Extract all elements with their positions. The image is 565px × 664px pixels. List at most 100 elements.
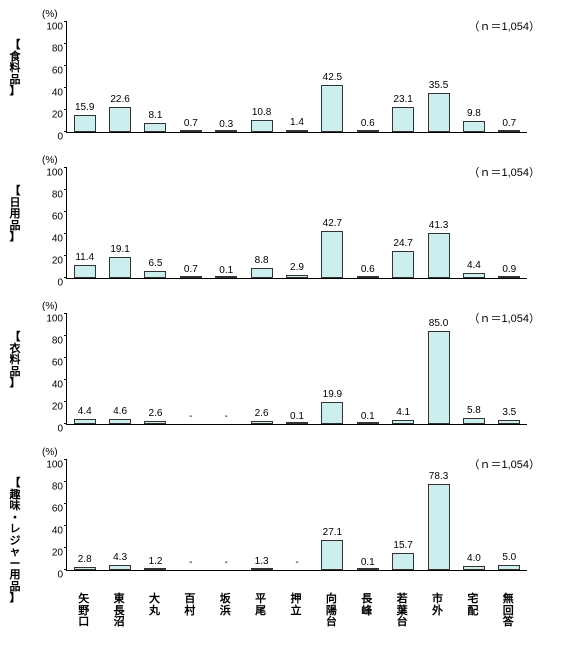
bar-value: 8.1 <box>149 110 163 121</box>
x-category-label: 長 峰 <box>361 594 372 617</box>
bar-value: 3.5 <box>502 407 516 418</box>
bar-value: 6.5 <box>149 258 163 269</box>
bar-value: 4.4 <box>467 260 481 271</box>
plot-area: 0204060801002.84.31.2--1.3-27.10.115.778… <box>66 460 527 571</box>
bar <box>321 402 343 424</box>
bar <box>109 107 131 132</box>
ytick-label: 100 <box>37 460 63 471</box>
bar <box>251 120 273 132</box>
x-category-label: 押 立 <box>291 594 302 617</box>
ytick-label: 40 <box>37 526 63 537</box>
bar-value: 0.1 <box>290 411 304 422</box>
bar <box>286 422 308 424</box>
bar-value: 0.1 <box>361 411 375 422</box>
bar-value: 15.9 <box>75 102 94 113</box>
bar-value: 0.6 <box>361 118 375 129</box>
ytick-label: 40 <box>37 234 63 245</box>
x-category-label: 坂 浜 <box>220 594 231 617</box>
bar-value: 4.6 <box>113 406 127 417</box>
bar <box>74 567 96 570</box>
bar <box>286 130 308 132</box>
chart-panel: 【 衣 料 品 】(%)（ｎ＝1,054）0204060801004.44.62… <box>10 302 550 442</box>
bar-value-dash: - <box>189 411 192 422</box>
bar-value: 41.3 <box>429 220 448 231</box>
ytick-label: 60 <box>37 504 63 515</box>
ytick-label: 60 <box>37 212 63 223</box>
ytick-label: 20 <box>37 402 63 413</box>
bar-value-dash: - <box>225 411 228 422</box>
x-category-label: 矢 野 口 <box>78 594 89 629</box>
x-category-label: 平 尾 <box>255 594 266 617</box>
bar-value: 19.9 <box>323 389 342 400</box>
bar <box>392 107 414 132</box>
bar <box>498 276 520 278</box>
panel-title: 【 日 用 品 】 <box>8 186 22 244</box>
plot-area: 02040608010015.922.68.10.70.310.81.442.5… <box>66 22 527 133</box>
bar <box>215 276 237 278</box>
bar-value-dash: - <box>225 557 228 568</box>
bar <box>251 268 273 278</box>
plot-area: 02040608010011.419.16.50.70.18.82.942.70… <box>66 168 527 279</box>
bar-value: 0.6 <box>361 264 375 275</box>
bar-value: 0.1 <box>219 265 233 276</box>
bar <box>498 565 520 571</box>
bar <box>286 275 308 278</box>
bar-value: 24.7 <box>393 238 412 249</box>
bar <box>463 418 485 424</box>
ytick-label: 100 <box>37 168 63 179</box>
bar <box>180 276 202 278</box>
bar-value: 35.5 <box>429 80 448 91</box>
ytick-label: 0 <box>37 424 63 435</box>
bar <box>463 121 485 132</box>
bar-value: 19.1 <box>110 244 129 255</box>
bar <box>321 231 343 278</box>
bar <box>357 276 379 278</box>
bar <box>498 420 520 424</box>
ytick-label: 80 <box>37 44 63 55</box>
bar <box>428 484 450 570</box>
ytick-label: 0 <box>37 278 63 289</box>
y-unit: (%) <box>42 301 58 312</box>
ytick-label: 100 <box>37 314 63 325</box>
bar <box>498 130 520 132</box>
bar <box>392 553 414 570</box>
bar <box>357 422 379 424</box>
bar-value: 2.6 <box>149 408 163 419</box>
bar <box>144 421 166 424</box>
x-axis-labels: 矢 野 口東 長 沼大 丸百 村坂 浜平 尾押 立向 陽 台長 峰若 葉 台市 … <box>10 594 550 654</box>
bar <box>74 419 96 424</box>
panel-title: 【 趣 味 ・ レ ジ ャ ー 用 品 】 <box>8 478 22 605</box>
bar-value: 85.0 <box>429 318 448 329</box>
bar-value: 5.8 <box>467 405 481 416</box>
ytick-label: 40 <box>37 88 63 99</box>
ytick-label: 80 <box>37 482 63 493</box>
bar-value: 2.8 <box>78 554 92 565</box>
chart-panel: 【 日 用 品 】(%)（ｎ＝1,054）02040608010011.419.… <box>10 156 550 296</box>
ytick-label: 60 <box>37 358 63 369</box>
bar <box>144 271 166 278</box>
y-unit: (%) <box>42 9 58 20</box>
bar-value: 42.7 <box>323 218 342 229</box>
bar-value: 0.7 <box>184 264 198 275</box>
bar <box>109 419 131 424</box>
x-category-label: 百 村 <box>184 594 195 617</box>
bar <box>463 566 485 570</box>
x-category-label: 大 丸 <box>149 594 160 617</box>
bar <box>357 568 379 570</box>
ytick-label: 40 <box>37 380 63 391</box>
bar <box>428 233 450 278</box>
bar-value: 1.4 <box>290 117 304 128</box>
bar-value: 8.8 <box>255 255 269 266</box>
x-category-label: 無 回 答 <box>503 594 514 629</box>
plot-area: 0204060801004.44.62.6--2.60.119.90.14.18… <box>66 314 527 425</box>
bar-value: 0.1 <box>361 557 375 568</box>
bar-value: 42.5 <box>323 72 342 83</box>
bar <box>392 251 414 278</box>
bar-value: 9.8 <box>467 108 481 119</box>
x-category-label: 市 外 <box>432 594 443 617</box>
y-unit: (%) <box>42 447 58 458</box>
bar <box>428 93 450 132</box>
bar-value: 22.6 <box>110 94 129 105</box>
bar-value: 2.6 <box>255 408 269 419</box>
ytick-label: 100 <box>37 22 63 33</box>
